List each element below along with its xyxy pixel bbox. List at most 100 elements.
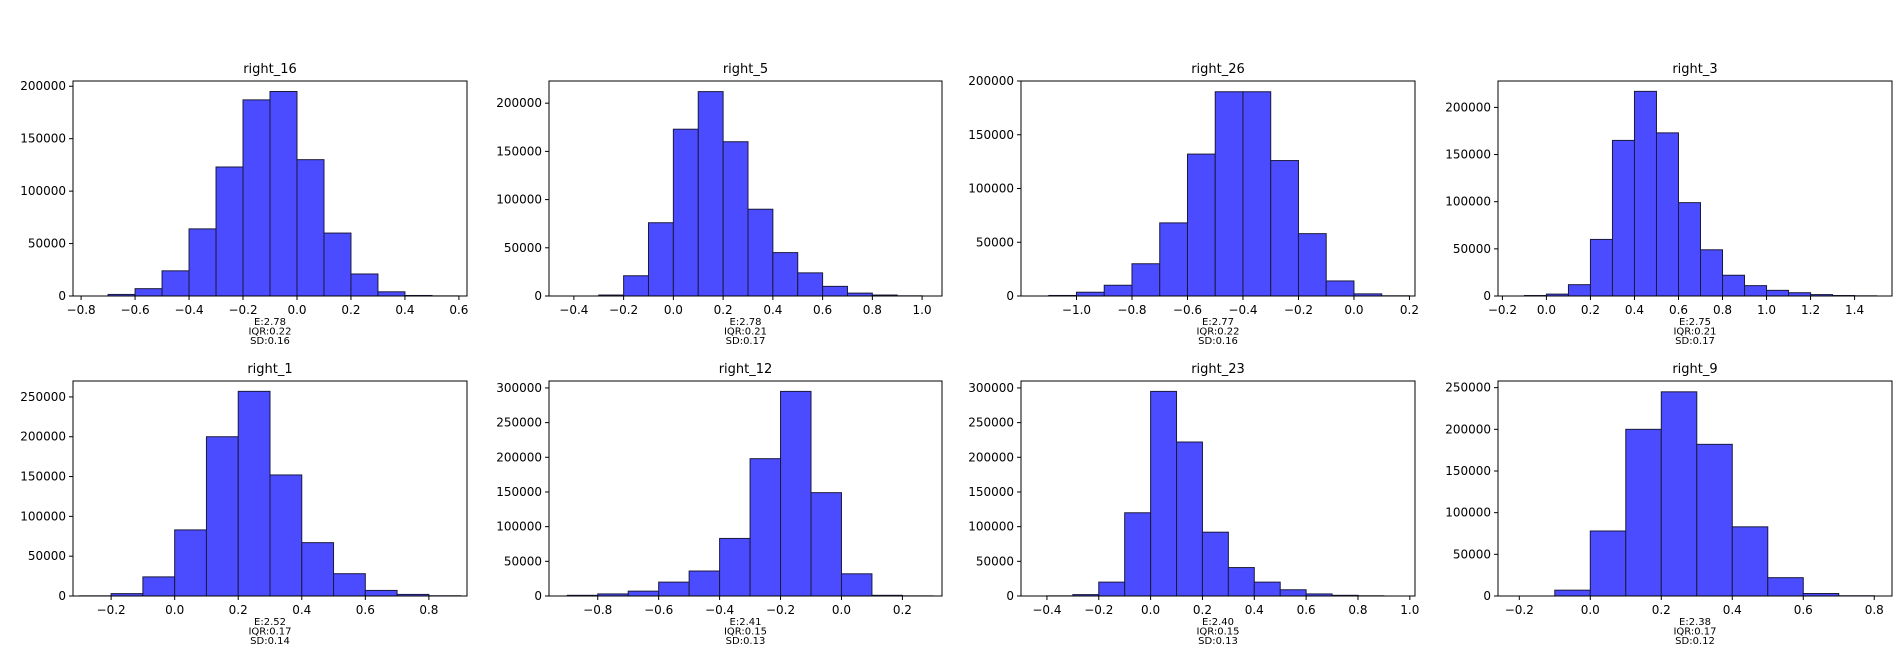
x-tick-label: −0.2: [1284, 303, 1313, 317]
y-tick-label: 0: [534, 289, 542, 303]
stat-label: IQR:0.22: [1196, 327, 1239, 338]
y-tick-label: 0: [534, 589, 542, 603]
stat-label: E:2.75: [1679, 317, 1711, 328]
stat-label: E:2.40: [1202, 617, 1234, 628]
histogram-bar: [1150, 390, 1178, 597]
x-tick-label: 0.2: [341, 303, 360, 317]
histogram-bar: [1098, 581, 1126, 597]
histogram-bar: [377, 291, 406, 297]
y-tick-label: 150000: [496, 144, 542, 158]
x-tick-label: 0.4: [395, 303, 414, 317]
histogram-bar: [1325, 280, 1355, 297]
y-tick-label: 200000: [20, 430, 66, 444]
y-tick-label: 0: [1483, 289, 1491, 303]
histogram-bar: [810, 492, 842, 597]
histogram-bar: [697, 91, 724, 297]
histogram-bar: [1242, 91, 1272, 297]
x-tick-label: −0.2: [1505, 603, 1534, 617]
subplot-title: right_23: [1191, 362, 1245, 377]
y-tick-label: 100000: [496, 193, 542, 207]
x-tick-label: −0.4: [705, 603, 734, 617]
x-tick-label: 0.4: [1723, 603, 1742, 617]
x-tick-label: 0.8: [419, 603, 438, 617]
subplot-title: right_9: [1672, 362, 1717, 377]
y-tick-label: 200000: [20, 79, 66, 93]
stat-label: SD:0.16: [1198, 336, 1238, 347]
y-tick-label: 200000: [968, 74, 1014, 88]
x-tick-label: 0.0: [1581, 603, 1600, 617]
y-tick-label: 150000: [1445, 464, 1491, 478]
x-tick-label: −0.4: [559, 303, 588, 317]
histogram-bar: [822, 285, 848, 297]
stat-label: IQR:0.22: [248, 327, 291, 338]
histogram-bar: [1159, 222, 1188, 297]
histogram-bar: [1655, 132, 1679, 297]
x-tick-label: 0.6: [1297, 603, 1316, 617]
x-tick-label: 0.4: [763, 303, 782, 317]
histogram-bar: [627, 590, 660, 597]
x-tick-label: −0.4: [1032, 603, 1061, 617]
x-tick-label: −0.2: [609, 303, 638, 317]
x-tick-label: 0.8: [1865, 603, 1884, 617]
x-tick-label: 0.2: [893, 603, 912, 617]
x-tick-label: 0.0: [165, 603, 184, 617]
histogram-bar: [1270, 160, 1299, 297]
histogram-bar: [1767, 577, 1804, 597]
y-tick-label: 0: [1483, 589, 1491, 603]
histogram-bar: [215, 166, 244, 297]
histogram-bar: [647, 222, 674, 297]
y-tick-label: 150000: [968, 485, 1014, 499]
stat-label: IQR:0.21: [1673, 327, 1716, 338]
histogram-bar: [161, 270, 190, 297]
subplot-right_1: −0.2 0.0 0.2 0.4 0.6 0.8 0 50000 100000 150000 200…: [20, 362, 468, 647]
histogram-bar: [722, 141, 749, 297]
histogram-bar: [1554, 589, 1591, 597]
y-tick-label: 200000: [496, 450, 542, 464]
histogram-bar: [797, 272, 824, 297]
x-tick-label: −0.6: [1173, 303, 1202, 317]
histogram-bar: [1253, 581, 1281, 597]
x-tick-label: −0.8: [67, 303, 96, 317]
subplot-title: right_3: [1672, 62, 1717, 77]
x-tick-label: 0.0: [1537, 303, 1556, 317]
stat-label: SD:0.13: [1198, 636, 1238, 647]
x-tick-label: 0.6: [449, 303, 468, 317]
histogram-bar: [772, 252, 799, 297]
subplot-right_5: −0.4 −0.2 0.0 0.2 0.4 0.6 0.8 1.0 0 50000 100000 15…: [496, 62, 943, 347]
stat-label: E:2.38: [1679, 617, 1711, 628]
y-tick-label: 0: [1006, 589, 1014, 603]
x-tick-label: 0.2: [714, 303, 733, 317]
y-tick-label: 100000: [1445, 506, 1491, 520]
subplot-title: right_1: [247, 362, 292, 377]
stat-label: IQR:0.17: [248, 627, 291, 638]
y-tick-label: 50000: [504, 554, 542, 568]
histogram-bar: [1124, 512, 1152, 597]
y-tick-label: 50000: [28, 237, 66, 251]
stat-label: IQR:0.15: [1196, 627, 1239, 638]
y-tick-label: 100000: [968, 182, 1014, 196]
histogram-bar: [749, 458, 782, 597]
y-tick-label: 250000: [20, 390, 66, 404]
histogram-bar: [205, 436, 239, 597]
stat-label: E:2.52: [254, 617, 286, 628]
x-tick-label: 0.8: [1348, 603, 1367, 617]
y-tick-label: 200000: [1445, 422, 1491, 436]
y-tick-label: 0: [1006, 289, 1014, 303]
x-tick-label: −0.6: [644, 603, 673, 617]
histogram-bar: [688, 570, 721, 597]
histogram-bar: [269, 474, 303, 597]
x-tick-label: 1.4: [1845, 303, 1864, 317]
histogram-bar: [1696, 443, 1733, 597]
histogram-bar: [333, 573, 366, 597]
subplot-right_9: −0.2 0.0 0.2 0.4 0.6 0.8 0 50000 100000 150000 200…: [1445, 362, 1893, 647]
x-tick-label: −0.8: [583, 603, 612, 617]
x-tick-label: 0.2: [1581, 303, 1600, 317]
x-tick-label: 0.0: [287, 303, 306, 317]
x-tick-label: −0.6: [120, 303, 149, 317]
histogram-bar: [1625, 428, 1662, 597]
stat-label: SD:0.17: [726, 336, 766, 347]
stat-label: IQR:0.15: [724, 627, 767, 638]
y-tick-label: 50000: [976, 554, 1014, 568]
x-tick-label: −0.2: [1084, 603, 1113, 617]
histogram-bar: [1589, 530, 1627, 597]
